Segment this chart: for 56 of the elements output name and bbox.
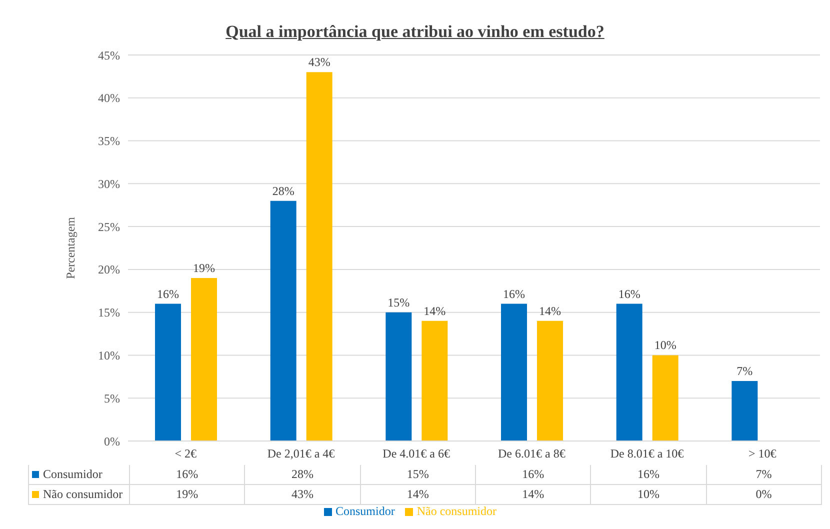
x-tick-label: De 4.01€ a 6€: [382, 446, 450, 461]
y-tick-label: 45%: [98, 48, 120, 62]
data-label: 14%: [360, 485, 476, 504]
data-label: 15%: [360, 465, 476, 484]
data-label: 43%: [245, 485, 361, 504]
y-tick-label: 20%: [98, 262, 120, 277]
bar: [616, 304, 642, 441]
text: 14%: [424, 304, 446, 318]
bar: [652, 355, 678, 441]
y-tick-label: 30%: [98, 176, 120, 191]
text: 16%: [503, 286, 525, 301]
x-tick-label: De 2,01€ a 4€: [267, 446, 335, 461]
data-label: 16%: [130, 465, 246, 484]
data-label: 10%: [591, 485, 707, 504]
data-label: 19%: [130, 485, 246, 504]
y-tick-label: 10%: [98, 348, 120, 362]
x-tick-label: De 6.01€ a 8€: [498, 446, 566, 461]
legend-label: Não consumidor: [416, 504, 496, 518]
legend-label: Consumidor: [43, 467, 102, 482]
text: 16%: [157, 286, 179, 301]
text: 19%: [193, 261, 215, 276]
bar: [537, 320, 563, 441]
data-label: 14%: [476, 485, 592, 504]
bar: [732, 380, 758, 441]
bar: [306, 72, 332, 441]
text: Não consumidor: [43, 487, 123, 501]
data-label: 16%: [476, 465, 592, 484]
text: 15%: [388, 295, 410, 310]
text: 43%: [308, 55, 330, 70]
chart-title: Qual a importância que atribui ao vinho em estudo?: [224, 22, 606, 42]
text: 10%: [654, 338, 676, 352]
text: 28%: [272, 184, 294, 198]
data-label: 7%: [706, 465, 822, 484]
text: 14%: [539, 304, 561, 318]
y-axis-title: Percentagem: [63, 216, 78, 279]
text: Consumidor: [336, 504, 395, 518]
bar: [270, 200, 296, 441]
x-tick-label: De 8.01€ a 10€: [610, 446, 684, 461]
data-label: 0%: [706, 485, 822, 504]
x-tick-label: < 2€: [174, 446, 197, 461]
y-tick-label: 35%: [98, 134, 120, 148]
bar: [191, 278, 217, 441]
text: 7%: [736, 364, 753, 378]
data-label: 16%: [591, 465, 707, 484]
data-label: 28%: [245, 465, 361, 484]
bar: [386, 312, 412, 441]
bar: [422, 320, 448, 441]
bar: [501, 304, 527, 441]
y-tick-label: 0%: [104, 434, 120, 448]
y-tick-label: 15%: [98, 306, 120, 320]
bar: [155, 304, 181, 441]
text: 16%: [618, 286, 640, 301]
y-tick-label: 5%: [104, 391, 120, 406]
y-tick-label: 25%: [98, 220, 120, 234]
y-tick-label: 40%: [98, 91, 120, 106]
x-tick-label: > 10€: [748, 446, 776, 461]
